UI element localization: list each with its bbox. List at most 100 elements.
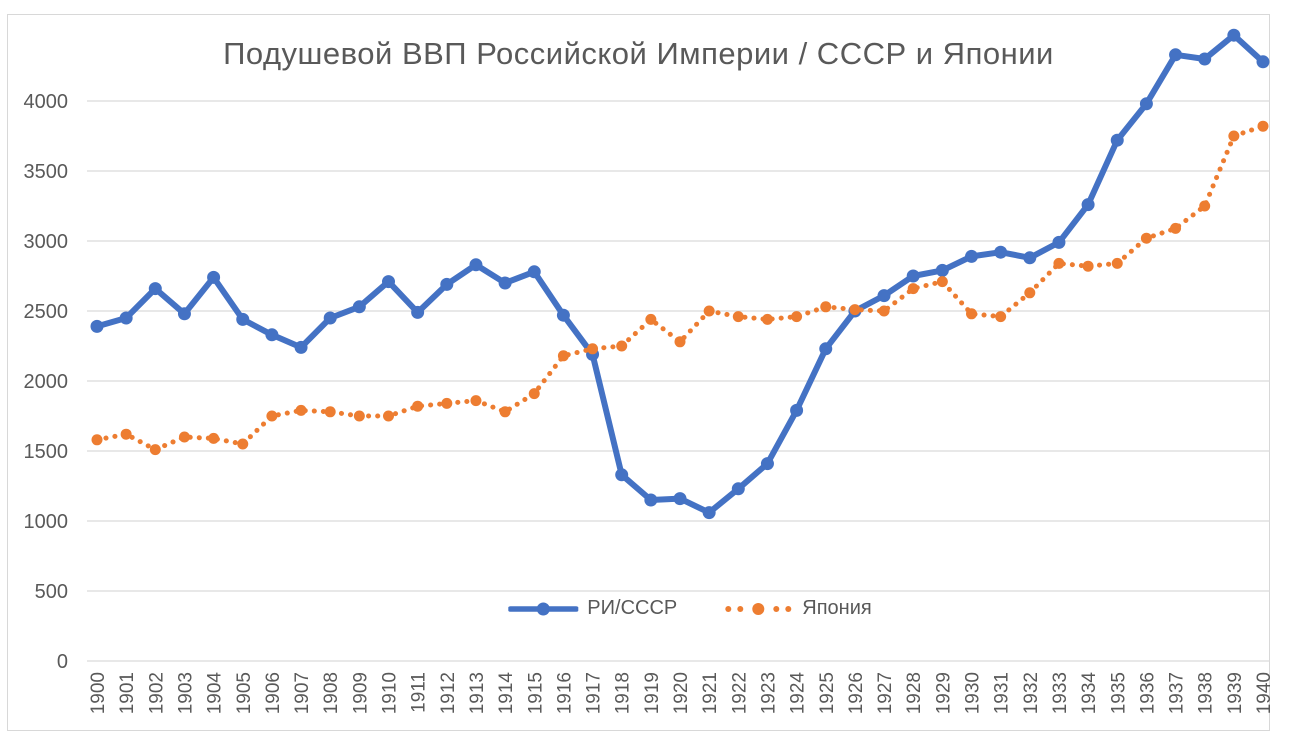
- series-1-point-1930: [966, 308, 977, 320]
- series-0-point-1929: [935, 263, 949, 277]
- y-axis-label-500: 500: [35, 581, 68, 603]
- series-0-point-1921: [702, 506, 716, 520]
- series-1-point-1926: [849, 304, 861, 316]
- series-0-point-1940: [1256, 55, 1270, 69]
- series-1-point-1920: [674, 336, 686, 348]
- series-1-point-1911: [412, 400, 424, 412]
- series-1-point-1906: [266, 410, 278, 422]
- x-axis-label-1925: 1925: [817, 672, 838, 714]
- y-axis-label-2000: 2000: [24, 371, 69, 393]
- series-1-point-1921: [703, 305, 715, 317]
- series-1-point-1919: [645, 313, 657, 325]
- series-0-point-1936: [1139, 97, 1153, 111]
- series-0-point-1923: [760, 457, 774, 471]
- x-axis-label-1932: 1932: [1021, 672, 1042, 714]
- x-axis-label-1921: 1921: [700, 672, 721, 714]
- x-axis-label-1923: 1923: [758, 672, 779, 714]
- x-axis-label-1927: 1927: [875, 672, 896, 714]
- series-1-point-1937: [1170, 222, 1182, 234]
- y-axis-label-1000: 1000: [24, 511, 69, 533]
- series-1-point-1925: [820, 301, 832, 313]
- series-0-point-1927: [877, 289, 891, 303]
- legend-solid-line-swatch-icon: [508, 602, 579, 615]
- legend-label-yaponiya: Япония: [802, 597, 872, 619]
- legend: РИ/СССР Япония: [508, 597, 872, 620]
- series-0-point-1906: [265, 328, 279, 342]
- series-0-point-1916: [556, 308, 570, 322]
- series-0-point-1905: [236, 312, 250, 326]
- x-axis-label-1911: 1911: [409, 672, 430, 713]
- series-1-point-1902: [149, 444, 161, 456]
- x-axis-label-1906: 1906: [263, 672, 284, 714]
- series-0-point-1902: [148, 282, 162, 296]
- x-axis-label-1937: 1937: [1167, 672, 1188, 714]
- x-axis-label-1900: 1900: [88, 672, 109, 714]
- x-axis-label-1908: 1908: [321, 672, 342, 714]
- series-0-point-1932: [1023, 251, 1037, 265]
- series-1-point-1939: [1228, 130, 1240, 142]
- x-axis-label-1910: 1910: [380, 672, 401, 714]
- x-axis-label-1914: 1914: [496, 672, 517, 715]
- series-0-point-1937: [1169, 48, 1183, 62]
- legend-dotted-line-swatch-icon: [725, 602, 792, 615]
- series-0-point-1922: [731, 482, 745, 496]
- x-axis-label-1913: 1913: [467, 672, 488, 714]
- series-0-point-1930: [965, 249, 978, 263]
- series-1-point-1932: [1024, 287, 1036, 299]
- legend-item-ri-sssr: РИ/СССР: [508, 597, 677, 620]
- x-axis-label-1917: 1917: [584, 672, 605, 714]
- series-1-point-1903: [178, 431, 190, 443]
- series-1-point-1935: [1111, 257, 1123, 269]
- x-axis-label-1922: 1922: [729, 672, 750, 714]
- series-1-point-1905: [237, 438, 249, 450]
- y-axis-label-0: 0: [57, 651, 68, 673]
- series-1-point-1908: [324, 406, 336, 418]
- series-1-point-1909: [353, 410, 365, 422]
- series-line-1: [94, 123, 1266, 453]
- x-axis-label-1936: 1936: [1137, 672, 1158, 714]
- series-1-point-1923: [761, 313, 773, 325]
- x-axis-label-1940: 1940: [1254, 672, 1275, 714]
- series-0-point-1933: [1052, 235, 1066, 249]
- series-0-point-1900: [90, 319, 104, 333]
- series-1-point-1933: [1053, 257, 1065, 269]
- x-axis-label-1920: 1920: [671, 672, 692, 714]
- series-1-point-1910: [383, 410, 394, 422]
- x-axis-label-1938: 1938: [1196, 672, 1217, 714]
- series-1-point-1929: [936, 276, 948, 288]
- x-axis-label-1930: 1930: [963, 672, 984, 714]
- series-0-point-1939: [1227, 28, 1241, 42]
- y-axis-label-2500: 2500: [24, 301, 69, 323]
- series-0-point-1920: [673, 492, 687, 506]
- series-1-point-1916: [557, 350, 569, 362]
- x-axis-label-1904: 1904: [205, 672, 226, 715]
- x-axis-label-1935: 1935: [1108, 672, 1129, 714]
- series-0-point-1913: [469, 258, 483, 272]
- series-0-point-1910: [382, 275, 395, 289]
- legend-label-ri-sssr: РИ/СССР: [587, 597, 678, 619]
- series-1-point-1936: [1140, 232, 1152, 244]
- x-axis-label-1919: 1919: [642, 672, 663, 714]
- series-1-point-1924: [791, 311, 803, 323]
- series-0-point-1909: [352, 300, 366, 314]
- y-axis-label-3000: 3000: [24, 231, 69, 253]
- series-0-point-1915: [527, 265, 541, 279]
- series-0-point-1908: [323, 311, 337, 325]
- series-0-point-1928: [906, 269, 920, 283]
- x-axis-label-1915: 1915: [525, 672, 546, 714]
- series-1-point-1927: [878, 305, 890, 317]
- x-axis-label-1934: 1934: [1079, 672, 1100, 715]
- x-axis-label-1903: 1903: [175, 672, 196, 714]
- x-axis-label-1907: 1907: [292, 672, 313, 714]
- y-axis-label-4000: 4000: [24, 91, 69, 113]
- x-axis-label-1926: 1926: [846, 672, 867, 714]
- series-line-0: [94, 32, 1266, 516]
- x-axis-label-1931: 1931: [992, 672, 1013, 714]
- series-1-point-1912: [441, 397, 453, 409]
- chart-frame: [7, 14, 1270, 731]
- series-0-point-1904: [207, 270, 221, 284]
- series-1-point-1922: [732, 311, 744, 323]
- series-0-point-1918: [615, 468, 629, 482]
- series-0-point-1911: [411, 305, 425, 319]
